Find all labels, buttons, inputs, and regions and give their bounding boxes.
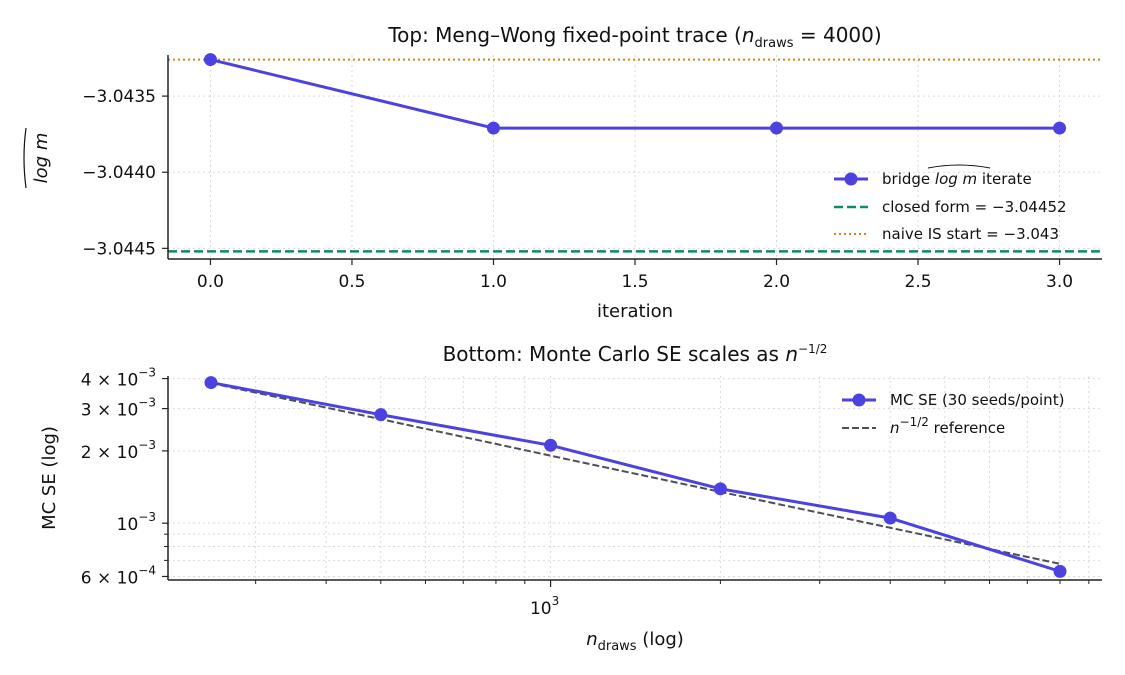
top-y-axis-label: log m xyxy=(31,133,52,184)
mc-se-point xyxy=(883,511,897,525)
top-legend: bridge log m iterate closed form = −3.04… xyxy=(834,164,1067,243)
bottom-y-tick-label: 4 × 10−3 xyxy=(81,366,156,391)
legend-label-reference: n−1/2 reference xyxy=(890,415,1005,437)
mc-se-line xyxy=(210,381,1061,573)
top-x-tick-label: 0.0 xyxy=(197,272,224,292)
bottom-legend: MC SE (30 seeds/point) n−1/2 reference xyxy=(842,391,1064,437)
bottom-x-tick-label: 103 xyxy=(530,594,559,619)
top-y-tick-label: −3.0440 xyxy=(82,163,156,183)
legend-label-bridge: bridge log m iterate xyxy=(882,170,1032,188)
top-title: Top: Meng–Wong fixed-point trace (ndraws… xyxy=(387,23,881,51)
top-grid xyxy=(168,55,1102,259)
top-y-ticks: −3.0435 −3.0440 −3.0445 xyxy=(82,87,168,259)
bridge-iterate-point xyxy=(486,121,500,135)
mc-se-point xyxy=(374,408,388,422)
legend-item-naive-start: naive IS start = −3.043 xyxy=(834,225,1059,243)
top-x-tick-label: 2.0 xyxy=(763,272,790,292)
bottom-x-ticks: 103 xyxy=(255,580,1090,619)
mc-se-point xyxy=(713,482,727,496)
legend-item-closed-form: closed form = −3.04452 xyxy=(834,198,1067,216)
top-series xyxy=(203,53,1067,135)
top-y-tick-label: −3.0445 xyxy=(82,239,156,259)
legend-item-bridge-iterate: bridge log m iterate xyxy=(834,164,1032,188)
top-x-axis-label: iteration xyxy=(597,301,673,322)
top-x-tick-label: 0.5 xyxy=(338,272,365,292)
top-x-tick-label: 1.5 xyxy=(621,272,648,292)
mc-se-point xyxy=(204,376,218,390)
bottom-y-ticks: 4 × 10−3 3 × 10−3 2 × 10−3 10−3 6 × 10−4 xyxy=(81,366,168,588)
top-y-axis-label-hat xyxy=(23,127,27,189)
bridge-iterate-point xyxy=(203,53,217,67)
bottom-grid xyxy=(168,376,1102,580)
bottom-y-tick-label: 3 × 10−3 xyxy=(81,396,156,421)
bottom-x-axis-label: ndraws (log) xyxy=(586,629,684,654)
top-y-tick-label: −3.0435 xyxy=(82,87,156,107)
mc-se-point xyxy=(544,438,558,452)
top-panel: Top: Meng–Wong fixed-point trace (ndraws… xyxy=(23,23,1102,322)
legend-marker-bridge xyxy=(844,172,858,186)
legend-label-bridge-hat xyxy=(927,164,991,169)
top-reference-lines xyxy=(168,58,1102,253)
legend-item-reference: n−1/2 reference xyxy=(842,415,1005,437)
mc-se-point xyxy=(1053,564,1067,578)
top-x-tick-label: 3.0 xyxy=(1046,272,1073,292)
bottom-panel: Bottom: Monte Carlo SE scales as n−1/2 1… xyxy=(39,342,1102,654)
bottom-y-tick-label: 6 × 10−4 xyxy=(81,563,156,588)
top-x-tick-label: 1.0 xyxy=(480,272,507,292)
legend-marker-mc-se xyxy=(852,393,866,407)
legend-label-closed-form: closed form = −3.04452 xyxy=(882,198,1067,216)
legend-label-naive: naive IS start = −3.043 xyxy=(882,225,1059,243)
top-x-tick-label: 2.5 xyxy=(905,272,932,292)
bottom-y-tick-label: 2 × 10−3 xyxy=(81,438,156,463)
bottom-y-axis-label: MC SE (log) xyxy=(39,426,60,530)
bottom-title: Bottom: Monte Carlo SE scales as n−1/2 xyxy=(443,342,828,366)
bottom-series xyxy=(204,376,1067,578)
legend-item-mc-se: MC SE (30 seeds/point) xyxy=(842,391,1064,409)
bridge-iterate-point xyxy=(770,121,784,135)
legend-label-mc-se: MC SE (30 seeds/point) xyxy=(890,391,1064,409)
bridge-iterate-point xyxy=(1053,121,1067,135)
bottom-y-tick-label: 10−3 xyxy=(117,510,156,535)
top-x-ticks: 0.0 0.5 1.0 1.5 2.0 2.5 3.0 xyxy=(197,259,1073,292)
bridge-iterate-line xyxy=(210,58,1060,130)
reference-line xyxy=(210,382,1061,565)
